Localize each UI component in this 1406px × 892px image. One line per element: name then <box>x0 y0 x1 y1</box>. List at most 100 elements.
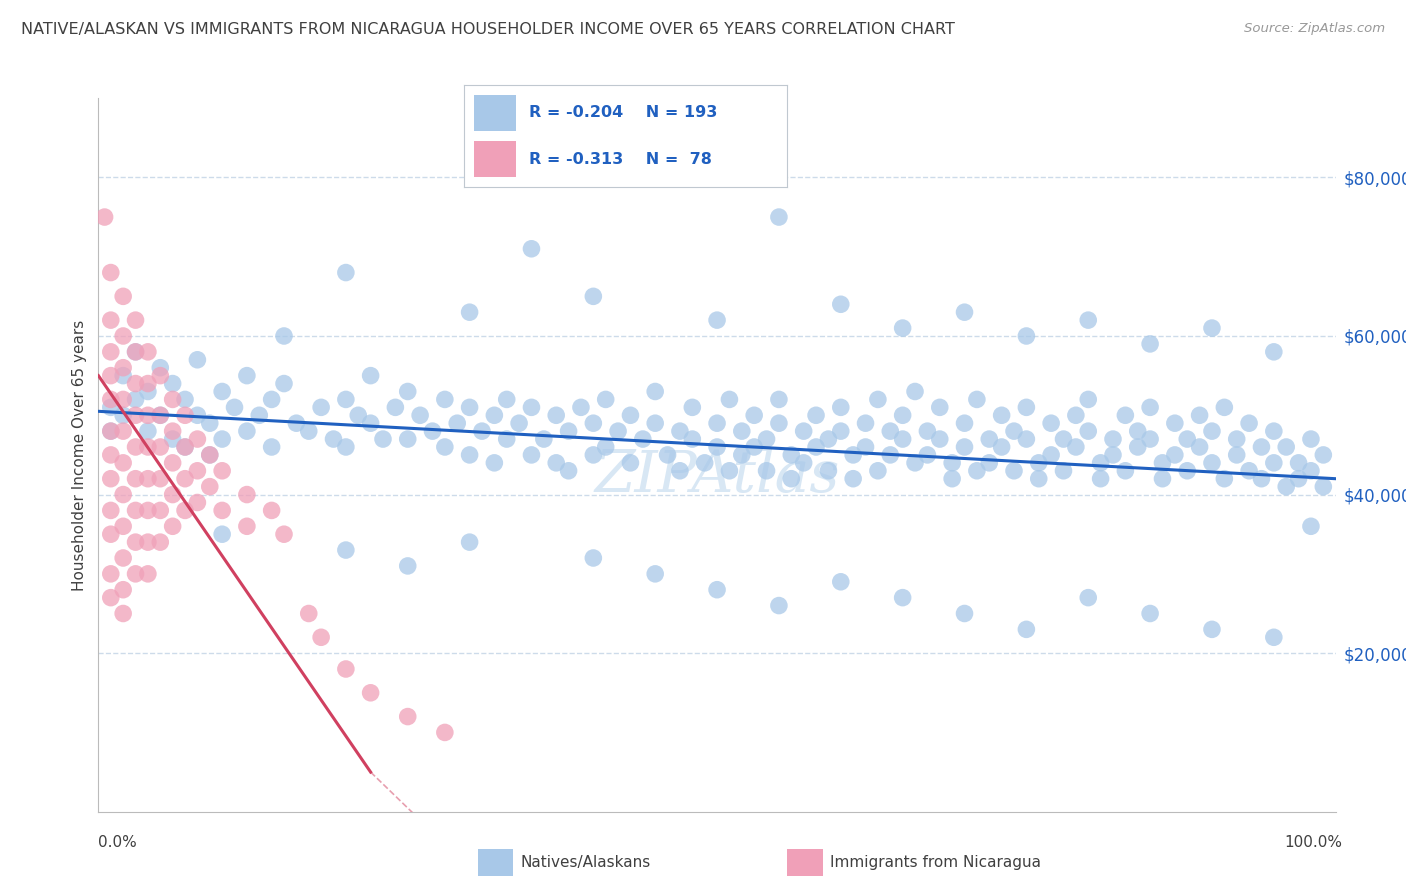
Point <box>1139 401 1161 415</box>
Point <box>112 607 135 621</box>
Point <box>1201 321 1223 335</box>
Point <box>335 392 357 407</box>
Point <box>1288 472 1310 486</box>
Point <box>1237 464 1260 478</box>
Point <box>917 424 939 438</box>
Point <box>186 409 208 423</box>
Point <box>186 495 208 509</box>
Point <box>162 519 184 533</box>
Point <box>1152 456 1174 470</box>
Point <box>1102 448 1125 462</box>
Point <box>136 503 159 517</box>
Point <box>804 440 827 454</box>
Point <box>136 344 159 359</box>
Point <box>347 409 370 423</box>
Point <box>953 440 976 454</box>
Point <box>211 432 233 446</box>
Point <box>520 448 543 462</box>
Point <box>1288 456 1310 470</box>
Point <box>1175 432 1198 446</box>
Point <box>211 527 233 541</box>
Point <box>495 432 517 446</box>
Point <box>211 503 233 517</box>
Point <box>335 662 357 676</box>
Point <box>149 503 172 517</box>
Point <box>508 416 530 430</box>
Point <box>990 409 1012 423</box>
Point <box>1064 409 1087 423</box>
Point <box>1139 337 1161 351</box>
Point <box>198 416 221 430</box>
Point <box>149 472 172 486</box>
Point <box>260 503 283 517</box>
Point <box>1237 416 1260 430</box>
Point <box>681 432 703 446</box>
Point <box>260 392 283 407</box>
Text: Source: ZipAtlas.com: Source: ZipAtlas.com <box>1244 22 1385 36</box>
Point <box>631 432 654 446</box>
Point <box>731 448 754 462</box>
Point <box>236 519 259 533</box>
Point <box>1188 409 1211 423</box>
Point <box>966 464 988 478</box>
Point <box>236 424 259 438</box>
Point <box>1090 456 1112 470</box>
Point <box>582 289 605 303</box>
Point <box>100 503 122 517</box>
Point <box>446 416 468 430</box>
Point <box>174 409 197 423</box>
Point <box>990 440 1012 454</box>
Point <box>100 527 122 541</box>
Point <box>1263 344 1285 359</box>
Point <box>1139 432 1161 446</box>
Point <box>124 376 146 391</box>
Point <box>1040 416 1063 430</box>
Point <box>718 464 741 478</box>
Point <box>458 448 481 462</box>
Point <box>149 535 172 549</box>
Point <box>891 432 914 446</box>
Point <box>1299 519 1322 533</box>
Point <box>928 432 950 446</box>
Point <box>1126 440 1149 454</box>
Point <box>211 384 233 399</box>
Point <box>112 424 135 438</box>
Point <box>124 344 146 359</box>
Text: R = -0.204    N = 193: R = -0.204 N = 193 <box>529 105 717 120</box>
Point <box>557 424 579 438</box>
Point <box>112 487 135 501</box>
Point <box>247 409 270 423</box>
Point <box>1077 313 1099 327</box>
Point <box>409 409 432 423</box>
Point <box>360 368 382 383</box>
Point <box>100 424 122 438</box>
Point <box>718 392 741 407</box>
Point <box>866 464 889 478</box>
Point <box>891 409 914 423</box>
Point <box>100 448 122 462</box>
Point <box>1114 464 1136 478</box>
Point <box>533 432 555 446</box>
Point <box>1052 464 1074 478</box>
Point <box>174 472 197 486</box>
Point <box>100 566 122 581</box>
Point <box>422 424 444 438</box>
Point <box>136 535 159 549</box>
Point <box>458 535 481 549</box>
Point <box>1175 464 1198 478</box>
Point <box>1002 424 1025 438</box>
Point <box>1201 623 1223 637</box>
Point <box>174 503 197 517</box>
Point <box>433 725 456 739</box>
Point <box>891 591 914 605</box>
Point <box>136 384 159 399</box>
Point <box>162 392 184 407</box>
Point <box>866 392 889 407</box>
Point <box>495 392 517 407</box>
Point <box>780 448 803 462</box>
Point <box>768 599 790 613</box>
Point <box>236 368 259 383</box>
Point <box>186 352 208 367</box>
Point <box>569 401 592 415</box>
Point <box>322 432 344 446</box>
